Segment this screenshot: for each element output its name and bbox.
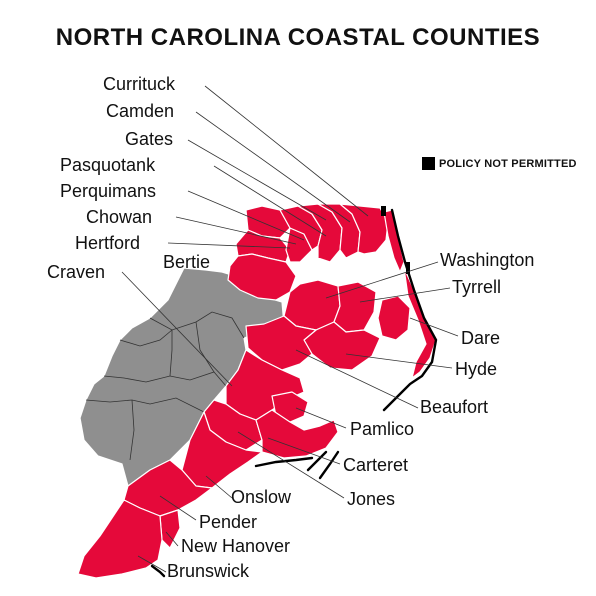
map-title: NORTH CAROLINA COASTAL COUNTIES <box>55 24 541 51</box>
label-new-hanover: New Hanover <box>181 536 291 556</box>
leader-onslow <box>205 475 233 499</box>
label-beaufort: Beaufort <box>420 397 489 417</box>
inland-boundary-2 <box>119 329 173 347</box>
label-bertie: Bertie <box>163 252 211 272</box>
leader-pasquotank <box>213 165 327 237</box>
label-brunswick: Brunswick <box>167 561 250 581</box>
leader-pamlico <box>295 407 347 429</box>
leader-carteret <box>267 437 341 465</box>
np-segment-brunswick <box>150 564 166 578</box>
leader-craven <box>121 271 233 387</box>
leader-tyrrell <box>359 287 451 303</box>
county-brunswick <box>77 499 163 579</box>
inland-counties <box>79 267 285 487</box>
policy-not-permitted-coastline <box>150 206 438 578</box>
leader-pender <box>159 495 197 521</box>
inland-boundary-6 <box>129 399 135 461</box>
label-pamlico: Pamlico <box>350 419 415 439</box>
inland-boundary-4 <box>169 330 173 377</box>
np-marker-dare <box>406 262 410 274</box>
leader-gates <box>187 139 327 221</box>
county-new-hanover <box>159 509 181 549</box>
label-hyde: Hyde <box>455 359 498 379</box>
label-onslow: Onslow <box>231 487 292 507</box>
label-dare: Dare <box>461 328 501 348</box>
leader-new-hanover <box>165 531 179 547</box>
leader-hyde <box>345 353 453 369</box>
np-marker-currituck <box>381 206 386 216</box>
leader-brunswick <box>137 555 167 573</box>
inland-boundary-5 <box>85 397 205 413</box>
label-washington: Washington <box>440 250 535 270</box>
leader-jones <box>237 431 345 499</box>
county-tyrrell <box>333 281 377 333</box>
legend: POLICY NOT PERMITTED <box>422 157 577 170</box>
leader-perquimans <box>187 190 305 241</box>
np-segment-bogue <box>254 456 314 468</box>
leader-dare <box>409 317 459 337</box>
leader-washington <box>325 261 439 299</box>
leader-hertford <box>167 242 291 249</box>
leader-chowan <box>175 216 297 245</box>
label-gates: Gates <box>125 129 174 149</box>
label-pasquotank: Pasquotank <box>60 155 156 175</box>
county-dare-mainland <box>377 295 411 341</box>
coastal-counties <box>77 203 437 579</box>
label-jones: Jones <box>347 489 396 509</box>
label-craven: Craven <box>47 262 106 282</box>
label-hertford: Hertford <box>75 233 141 253</box>
label-tyrrell: Tyrrell <box>452 277 501 297</box>
county-bertie <box>227 253 297 301</box>
leader-beaufort <box>295 349 419 409</box>
label-camden: Camden <box>106 101 175 121</box>
label-currituck: Currituck <box>103 74 176 94</box>
leader-lines <box>121 85 459 573</box>
label-perquimans: Perquimans <box>60 181 157 201</box>
label-chowan: Chowan <box>86 207 153 227</box>
leader-currituck <box>204 85 369 217</box>
inland-boundary-1 <box>149 311 245 339</box>
legend-swatch-policy-not-permitted <box>422 157 435 170</box>
np-segment-core-2 <box>318 450 340 480</box>
np-segment-core-1 <box>306 450 328 472</box>
inland-boundary-7 <box>195 321 215 373</box>
label-pender: Pender <box>199 512 258 532</box>
label-carteret: Carteret <box>343 455 409 475</box>
leader-camden <box>195 111 351 223</box>
np-segment-outer-banks <box>382 208 438 412</box>
legend-label: POLICY NOT PERMITTED <box>439 157 577 170</box>
